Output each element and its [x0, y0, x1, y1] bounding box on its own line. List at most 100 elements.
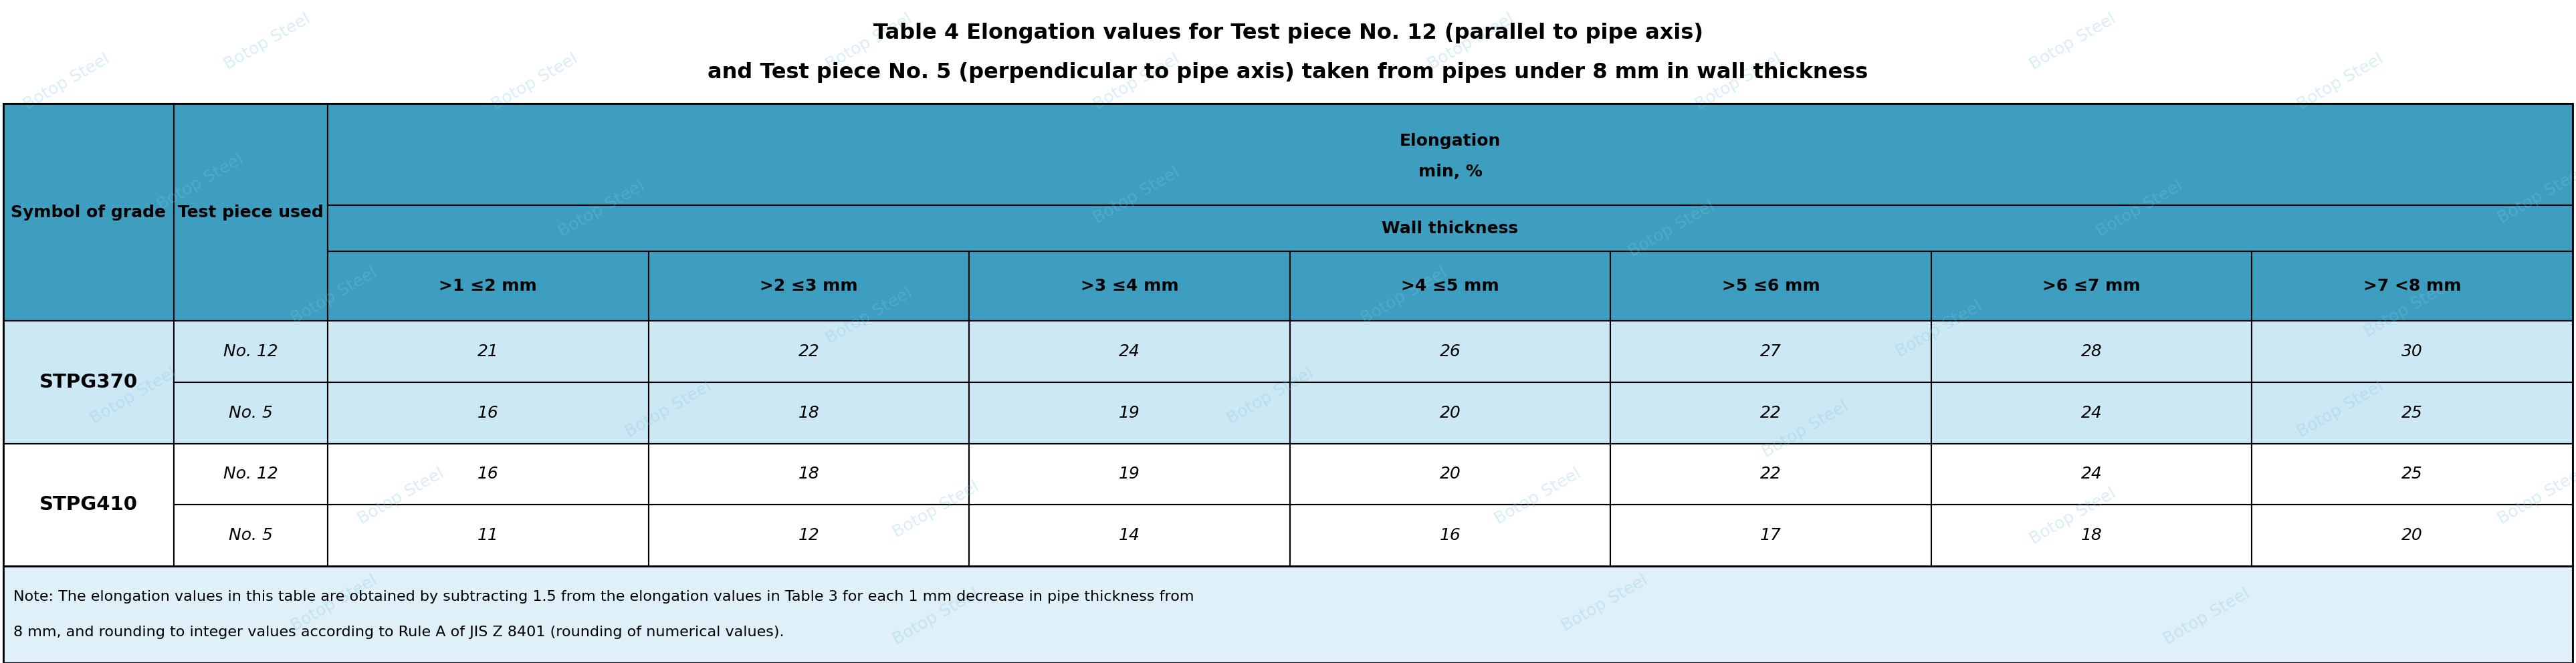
Text: Botop Steel: Botop Steel — [1224, 365, 1316, 427]
Bar — [327, 505, 649, 566]
Bar — [327, 206, 2573, 251]
Text: Wall thickness: Wall thickness — [1381, 220, 1517, 237]
Bar — [173, 103, 327, 321]
Bar — [649, 321, 969, 383]
Text: 11: 11 — [477, 528, 500, 544]
Text: Botop Steel: Botop Steel — [1759, 398, 1852, 460]
Bar — [1610, 383, 1932, 444]
Text: Botop Steel: Botop Steel — [824, 11, 914, 72]
Text: Botop Steel: Botop Steel — [1090, 50, 1182, 113]
Text: Botop Steel: Botop Steel — [289, 572, 381, 634]
Text: Botop Steel: Botop Steel — [1492, 465, 1584, 527]
Text: Elongation: Elongation — [1399, 133, 1502, 149]
Bar — [3, 103, 173, 321]
Text: Botop Steel: Botop Steel — [1090, 164, 1182, 226]
Text: Table 4 Elongation values for Test piece No. 12 (parallel to pipe axis): Table 4 Elongation values for Test piece… — [873, 23, 1703, 44]
Text: Botop Steel: Botop Steel — [2496, 164, 2576, 226]
Bar — [2251, 383, 2573, 444]
Bar — [173, 444, 327, 505]
Text: 24: 24 — [2081, 466, 2102, 482]
Bar — [327, 383, 649, 444]
Text: Botop Steel: Botop Steel — [489, 50, 582, 113]
Text: Botop Steel: Botop Steel — [891, 585, 981, 647]
Text: Botop Steel: Botop Steel — [2496, 465, 2576, 527]
Bar — [3, 566, 2573, 663]
Text: Botop Steel: Botop Steel — [2362, 278, 2452, 340]
Text: 20: 20 — [2401, 528, 2424, 544]
Text: Note: The elongation values in this table are obtained by subtracting 1.5 from t: Note: The elongation values in this tabl… — [13, 591, 1195, 604]
Text: 14: 14 — [1118, 528, 1141, 544]
Text: 16: 16 — [1440, 528, 1461, 544]
Text: Botop Steel: Botop Steel — [623, 378, 714, 440]
Text: 16: 16 — [477, 466, 500, 482]
Text: 25: 25 — [2401, 405, 2424, 421]
Text: STPG370: STPG370 — [39, 373, 139, 392]
Bar — [327, 103, 2573, 206]
Text: Botop Steel: Botop Steel — [2027, 485, 2120, 547]
Bar — [2251, 505, 2573, 566]
Text: 8 mm, and rounding to integer values according to Rule A of JIS Z 8401 (rounding: 8 mm, and rounding to integer values acc… — [13, 625, 783, 638]
Bar — [3, 321, 173, 444]
Bar — [2251, 321, 2573, 383]
Bar — [1932, 251, 2251, 321]
Bar — [649, 251, 969, 321]
Text: 19: 19 — [1118, 405, 1141, 421]
Bar — [1291, 444, 1610, 505]
Text: Botop Steel: Botop Steel — [2027, 11, 2120, 72]
Bar — [969, 251, 1291, 321]
Bar — [3, 566, 2573, 663]
Bar — [969, 444, 1291, 505]
Text: Botop Steel: Botop Steel — [1692, 50, 1785, 113]
Text: Botop Steel: Botop Steel — [1893, 298, 1986, 360]
Bar — [3, 444, 173, 566]
Text: Botop Steel: Botop Steel — [289, 265, 381, 327]
Text: and Test piece No. 5 (perpendicular to pipe axis) taken from pipes under 8 mm in: and Test piece No. 5 (perpendicular to p… — [708, 62, 1868, 83]
Bar — [1932, 505, 2251, 566]
Text: Botop Steel: Botop Steel — [556, 178, 647, 239]
Text: 22: 22 — [799, 343, 819, 359]
Text: STPG410: STPG410 — [39, 495, 137, 514]
Text: 18: 18 — [799, 405, 819, 421]
Bar — [649, 383, 969, 444]
Text: min, %: min, % — [1419, 164, 1481, 180]
Text: 16: 16 — [477, 405, 500, 421]
Bar — [969, 321, 1291, 383]
Text: 21: 21 — [477, 343, 500, 359]
Text: >1 ≤2 mm: >1 ≤2 mm — [438, 278, 538, 294]
Bar — [1932, 321, 2251, 383]
Text: 27: 27 — [1759, 343, 1783, 359]
Text: Botop Steel: Botop Steel — [824, 284, 914, 347]
Text: 26: 26 — [1440, 343, 1461, 359]
Bar — [1291, 251, 1610, 321]
Bar — [2251, 251, 2573, 321]
Text: Symbol of grade: Symbol of grade — [10, 204, 167, 220]
Text: No. 5: No. 5 — [229, 405, 273, 421]
Bar — [327, 321, 649, 383]
Text: Botop Steel: Botop Steel — [1358, 265, 1450, 327]
Bar — [1610, 321, 1932, 383]
Text: Test piece used: Test piece used — [178, 204, 325, 220]
Text: Botop Steel: Botop Steel — [891, 478, 981, 540]
Bar — [3, 0, 2573, 103]
Bar — [969, 383, 1291, 444]
Text: Botop Steel: Botop Steel — [1425, 11, 1517, 72]
Bar — [1291, 505, 1610, 566]
Bar — [969, 505, 1291, 566]
Bar — [649, 444, 969, 505]
Text: No. 12: No. 12 — [224, 343, 278, 359]
Bar — [649, 505, 969, 566]
Text: 18: 18 — [799, 466, 819, 482]
Text: >6 ≤7 mm: >6 ≤7 mm — [2043, 278, 2141, 294]
Text: Botop Steel: Botop Steel — [2094, 178, 2187, 239]
Text: Botop Steel: Botop Steel — [2295, 50, 2385, 113]
Text: Botop Steel: Botop Steel — [355, 465, 448, 527]
Text: Botop Steel: Botop Steel — [88, 365, 180, 427]
Bar — [1291, 321, 1610, 383]
Bar — [173, 383, 327, 444]
Text: 18: 18 — [2081, 528, 2102, 544]
Text: >4 ≤5 mm: >4 ≤5 mm — [1401, 278, 1499, 294]
Text: 24: 24 — [2081, 405, 2102, 421]
Bar — [327, 444, 649, 505]
Text: 20: 20 — [1440, 405, 1461, 421]
Text: 12: 12 — [799, 528, 819, 544]
